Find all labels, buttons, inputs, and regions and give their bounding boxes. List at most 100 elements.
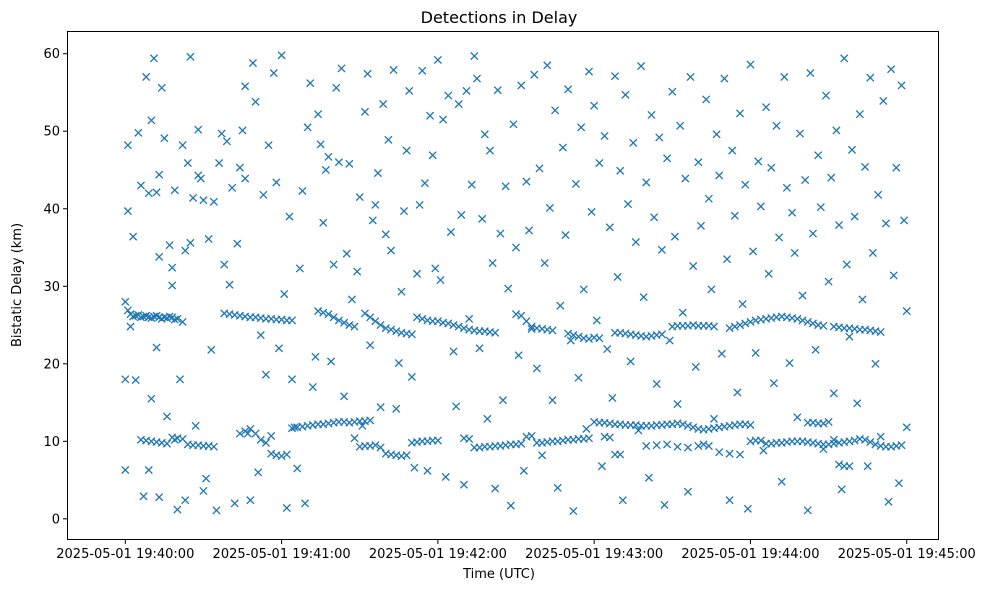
- detection-point: [217, 129, 226, 138]
- detection-point: [334, 316, 343, 325]
- detection-point: [465, 314, 474, 323]
- detection-point: [173, 314, 182, 323]
- detection-point: [527, 431, 536, 440]
- detection-point: [386, 325, 396, 334]
- detection-point: [418, 66, 427, 75]
- detection-point: [123, 141, 132, 150]
- detection-point: [433, 317, 442, 326]
- detection-point: [819, 419, 828, 428]
- detection-point: [832, 126, 841, 135]
- detection-point: [147, 116, 156, 125]
- detection-point: [738, 300, 747, 309]
- detection-point: [373, 169, 383, 178]
- y-tick-label: 50: [43, 125, 60, 140]
- detection-point: [183, 158, 192, 168]
- detection-point: [795, 129, 805, 138]
- detection-point: [399, 207, 409, 216]
- detection-point: [522, 177, 531, 186]
- marks-layer: [121, 51, 911, 516]
- detection-point: [170, 435, 179, 444]
- detection-point: [368, 216, 377, 225]
- detection-point: [574, 373, 583, 382]
- detection-point: [902, 423, 911, 432]
- detection-point: [683, 421, 692, 430]
- detection-point: [657, 245, 666, 254]
- detection-point: [491, 484, 500, 493]
- detection-point: [181, 496, 190, 505]
- detection-point: [501, 182, 510, 191]
- detection-point: [749, 247, 758, 256]
- detection-point: [689, 262, 698, 271]
- detection-point: [165, 241, 174, 250]
- detection-point: [287, 316, 297, 325]
- detection-point: [134, 128, 143, 137]
- detection-point: [605, 223, 614, 232]
- detection-point: [444, 91, 453, 100]
- detection-point: [441, 472, 450, 482]
- detection-point: [394, 358, 403, 368]
- detection-point: [634, 426, 643, 435]
- detection-point: [360, 107, 370, 116]
- detection-point: [676, 121, 685, 130]
- detection-point: [155, 252, 164, 261]
- detection-point: [735, 109, 745, 118]
- detection-point: [725, 324, 734, 333]
- detection-point: [277, 451, 286, 461]
- detection-point: [498, 396, 508, 405]
- detection-point: [256, 435, 265, 444]
- detection-point: [709, 322, 719, 331]
- detection-point: [683, 443, 692, 452]
- detection-point: [756, 202, 765, 211]
- detection-point: [261, 370, 271, 379]
- detection-point: [647, 110, 656, 120]
- detection-point: [892, 163, 901, 172]
- detection-point: [340, 318, 349, 327]
- detection-point: [874, 190, 883, 199]
- detection-point: [587, 207, 596, 216]
- detection-point: [340, 392, 349, 401]
- detection-point: [876, 327, 885, 337]
- detection-point: [155, 170, 164, 179]
- detection-point: [178, 141, 187, 150]
- detection-point: [845, 332, 854, 341]
- detection-point: [819, 321, 828, 330]
- detection-point: [241, 174, 250, 183]
- detection-point: [735, 320, 745, 330]
- detection-point: [194, 125, 203, 134]
- detection-point: [334, 158, 343, 167]
- detection-point: [556, 301, 565, 310]
- detection-point: [829, 389, 838, 398]
- detection-point: [506, 501, 515, 510]
- detection-point: [282, 450, 291, 459]
- detection-point: [900, 216, 909, 225]
- detection-point: [287, 375, 297, 384]
- detection-point: [462, 86, 471, 95]
- detection-point: [644, 473, 653, 482]
- detection-point: [686, 72, 695, 82]
- detection-point: [433, 436, 442, 445]
- detection-point: [811, 345, 820, 354]
- detection-point: [850, 212, 859, 221]
- detection-point: [660, 500, 669, 509]
- detection-point: [707, 285, 716, 294]
- detection-point: [717, 349, 726, 358]
- detection-point: [225, 280, 234, 289]
- y-tick-label: 10: [43, 435, 60, 450]
- detection-point: [504, 284, 513, 293]
- detection-point: [538, 451, 547, 460]
- detection-point: [720, 74, 729, 83]
- detection-point: [204, 234, 213, 244]
- detection-point: [548, 396, 557, 405]
- detection-point: [337, 64, 346, 73]
- x-tick-label: 2025-05-01 19:44:00: [681, 547, 819, 562]
- detection-point: [595, 334, 604, 343]
- detection-point: [879, 96, 888, 106]
- detection-point: [454, 322, 463, 331]
- detection-point: [759, 446, 768, 455]
- chart-title: Detections in Delay: [421, 8, 578, 27]
- detection-point: [699, 440, 708, 449]
- detection-point: [868, 248, 877, 257]
- detection-point: [131, 311, 140, 320]
- detection-point: [514, 351, 523, 360]
- detection-point: [894, 479, 903, 488]
